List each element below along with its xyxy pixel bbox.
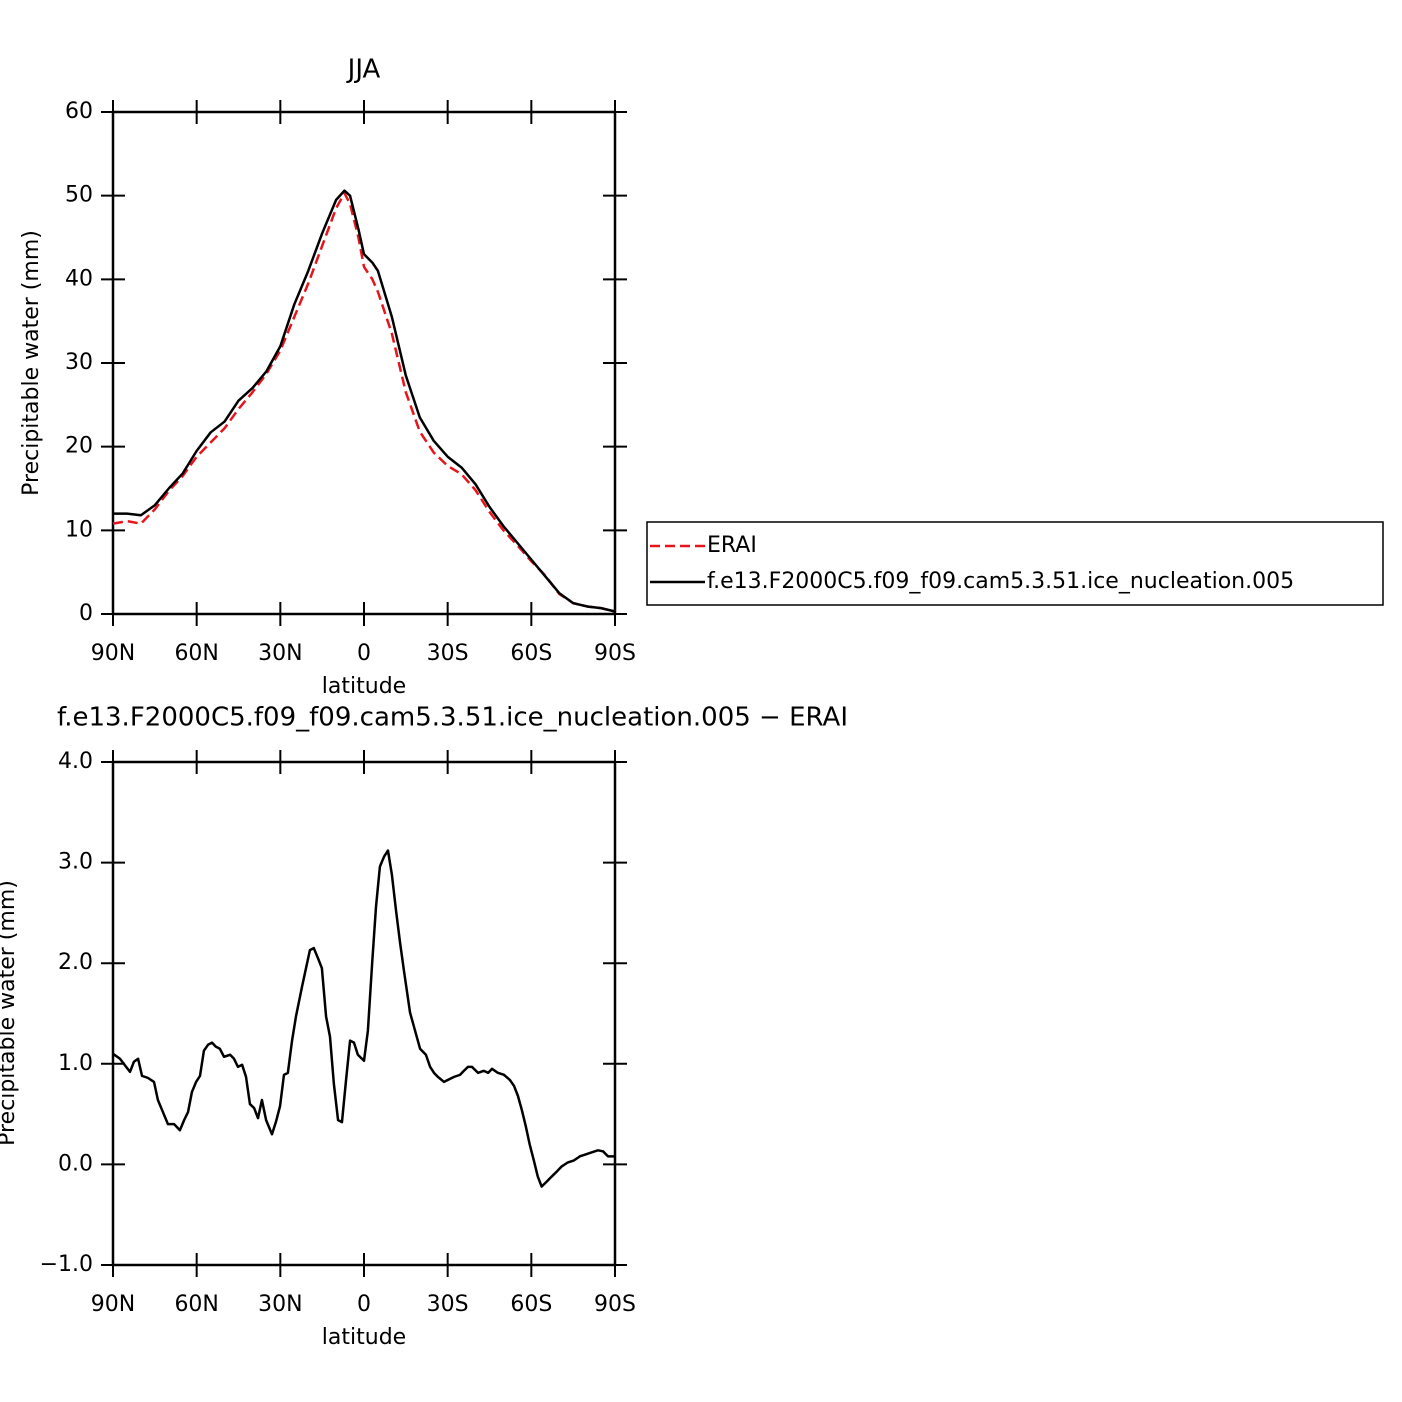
y-tick-label: 1.0	[58, 1051, 93, 1076]
y-tick-label: 10	[65, 517, 93, 542]
x-tick-label: 0	[357, 1292, 371, 1317]
data-line	[112, 191, 616, 613]
y-axis-label: Precipitable water (mm)	[0, 880, 20, 1146]
x-tick-label: 30N	[258, 1292, 302, 1317]
data-line	[113, 189, 616, 613]
x-tick-label: 60N	[174, 1292, 218, 1317]
y-tick-label: 3.0	[58, 850, 93, 875]
chart-title: JJA	[346, 55, 381, 85]
x-axis-label: latitude	[322, 1325, 406, 1350]
y-tick-label: 60	[65, 99, 93, 124]
y-tick-label: 20	[65, 434, 93, 459]
x-tick-label: 90N	[91, 641, 135, 666]
y-tick-label: 4.0	[58, 749, 93, 774]
x-tick-label: 30S	[427, 1292, 469, 1317]
x-tick-label: 30S	[427, 641, 469, 666]
x-tick-label: 60S	[510, 641, 552, 666]
x-tick-label: 60N	[174, 641, 218, 666]
legend-label: ERAI	[707, 533, 757, 558]
y-tick-label: −1.0	[40, 1252, 93, 1277]
y-tick-label: 2.0	[58, 950, 93, 975]
plot-frame	[111, 110, 617, 616]
y-tick-label: 30	[65, 350, 93, 375]
data-line	[112, 849, 615, 1188]
plot-frame	[111, 760, 617, 1267]
x-tick-label: 90N	[91, 1292, 135, 1317]
y-axis-label: Precipitable water (mm)	[19, 230, 44, 496]
chart-title: f.e13.F2000C5.f09_f09.cam5.3.51.ice_nucl…	[57, 703, 848, 733]
y-tick-label: 40	[65, 266, 93, 291]
y-tick-label: 0.0	[58, 1151, 93, 1176]
x-axis-label: latitude	[322, 674, 406, 699]
x-tick-label: 90S	[594, 1292, 636, 1317]
x-tick-label: 60S	[510, 1292, 552, 1317]
x-tick-label: 30N	[258, 641, 302, 666]
x-tick-label: 0	[357, 641, 371, 666]
y-tick-label: 50	[65, 183, 93, 208]
x-tick-label: 90S	[594, 641, 636, 666]
y-tick-label: 0	[79, 601, 93, 626]
legend-box	[646, 521, 1384, 606]
legend-label: f.e13.F2000C5.f09_f09.cam5.3.51.ice_nucl…	[707, 569, 1294, 594]
